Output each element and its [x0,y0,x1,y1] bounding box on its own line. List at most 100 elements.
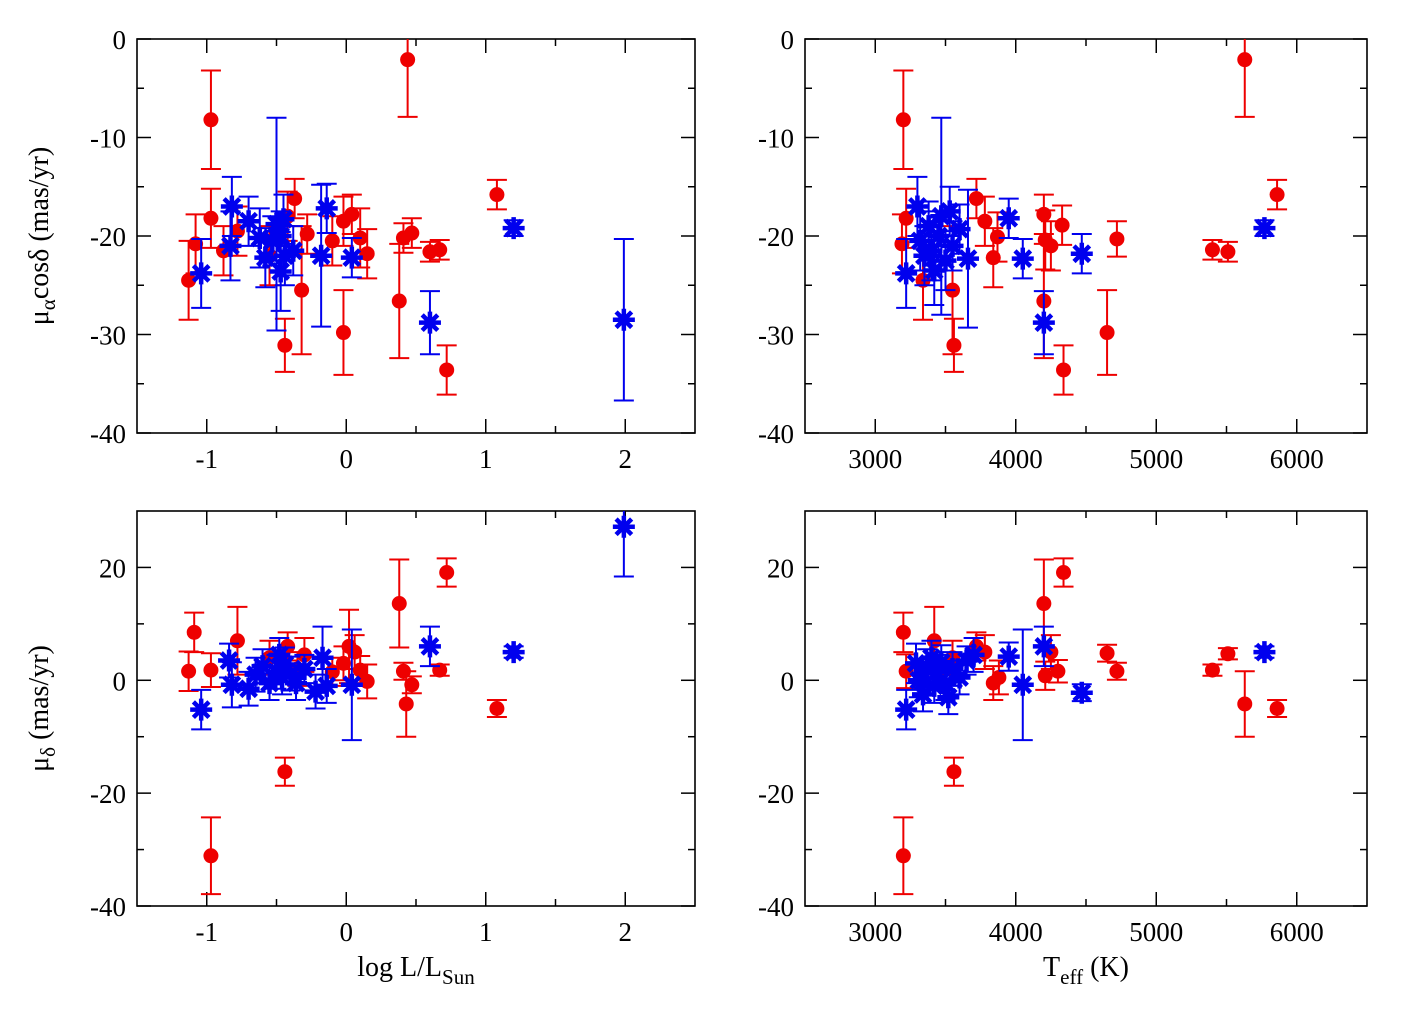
panel-bottom-left: -1 0 1 2 -40 -20 0 20 μδ (mas/yr) log L/LSun [24,510,696,989]
asterisk-marker [272,208,295,231]
asterisk-marker [1253,217,1276,240]
circle-marker [1043,238,1059,254]
asterisk-marker [1253,641,1276,664]
asterisk-marker [930,205,953,228]
blue-data-point [272,193,295,245]
red-data-point [274,317,295,373]
blue-data-point [268,636,291,673]
circle-marker [989,229,1005,245]
circle-marker [1056,565,1072,581]
x-tick-label: 2 [619,444,633,474]
x-tick-label: 4000 [989,444,1043,474]
asterisk-marker [254,246,277,269]
blue-data-point [273,646,296,683]
asterisk-marker [261,229,284,252]
circle-marker [203,112,219,128]
red-data-point [1217,240,1238,263]
red-data-point [1097,289,1118,376]
red-data-point [966,177,987,220]
red-data-point [1234,670,1255,738]
circle-marker [181,663,197,679]
red-data-point [1202,662,1223,678]
y-axis-label-sub: α [36,299,60,310]
circle-marker [287,191,303,207]
circle-marker [1237,696,1253,712]
asterisk-marker [920,239,943,262]
circle-marker [335,325,351,341]
asterisk-marker [271,666,294,689]
red-data-point [1217,646,1238,662]
y-tick-label: -40 [758,419,794,449]
circle-marker [1036,206,1052,222]
red-data-point [436,344,457,396]
asterisk-marker [190,698,213,721]
blue-data-point [237,195,260,247]
circle-marker [1220,646,1236,662]
asterisk-marker [282,239,305,262]
asterisk-marker [258,672,281,695]
red-data-point [987,211,1008,263]
blue-data-point [997,641,1020,672]
x-tick-label: -1 [196,917,219,947]
red-data-point [436,557,457,588]
red-data-point [429,662,450,678]
asterisk-marker [934,672,957,695]
red-data-point [1234,39,1255,118]
asterisk-marker [273,653,296,676]
red-data-point [333,289,354,376]
blue-data-point [612,237,635,402]
x-axis-label-main: log L/L [357,952,442,983]
asterisk-marker [1070,242,1093,265]
circle-marker [359,246,375,262]
x-axis-label-sub: eff [1060,965,1083,989]
x-tick-label: 1 [479,917,493,947]
blue-data-point [502,641,525,664]
circle-marker [1050,663,1066,679]
y-tick-label: -40 [758,892,794,922]
asterisk-marker [340,246,363,269]
x-axis-label-main: T [1043,952,1060,983]
asterisk-marker [190,262,213,285]
circle-marker [1099,645,1115,661]
circle-marker [359,673,375,689]
asterisk-marker [220,195,243,218]
asterisk-marker [310,244,333,267]
asterisk-marker [612,515,635,538]
asterisk-marker [315,674,338,697]
asterisk-marker [220,673,243,696]
red-data-point [1202,238,1223,261]
red-data-point [357,663,378,700]
circle-marker [991,669,1007,685]
red-data-point [943,317,964,373]
circle-marker [968,191,984,207]
asterisk-marker [315,197,338,220]
x-tick-label: 5000 [1129,917,1183,947]
blue-data-point [315,182,338,235]
circle-marker [277,764,293,780]
circle-marker [404,677,420,693]
circle-marker [432,242,448,258]
x-tick-label: 4000 [989,917,1043,947]
asterisk-marker [948,218,971,241]
blue-data-point [1253,217,1276,240]
asterisk-marker [1032,311,1055,334]
asterisk-marker [502,641,525,664]
circle-marker [977,213,993,229]
asterisk-marker [948,666,971,689]
red-data-point [178,650,199,693]
circle-marker [946,764,962,780]
asterisk-marker [997,207,1020,230]
blue-data-point [219,210,242,282]
blue-data-point [1070,681,1093,704]
y-axis-label: μαcosδ (mas/yr) [24,147,60,325]
circle-marker [203,210,219,226]
asterisk-marker [218,649,241,672]
y-axis-label: μδ (mas/yr) [24,645,60,772]
series-circle [891,39,1288,396]
circle-marker [335,655,351,671]
asterisk-marker [920,646,943,669]
asterisk-marker [273,244,296,267]
circle-marker [188,236,204,252]
y-axis-label-main: μ [24,310,55,325]
x-axis-label-sub: Sun [442,965,475,989]
